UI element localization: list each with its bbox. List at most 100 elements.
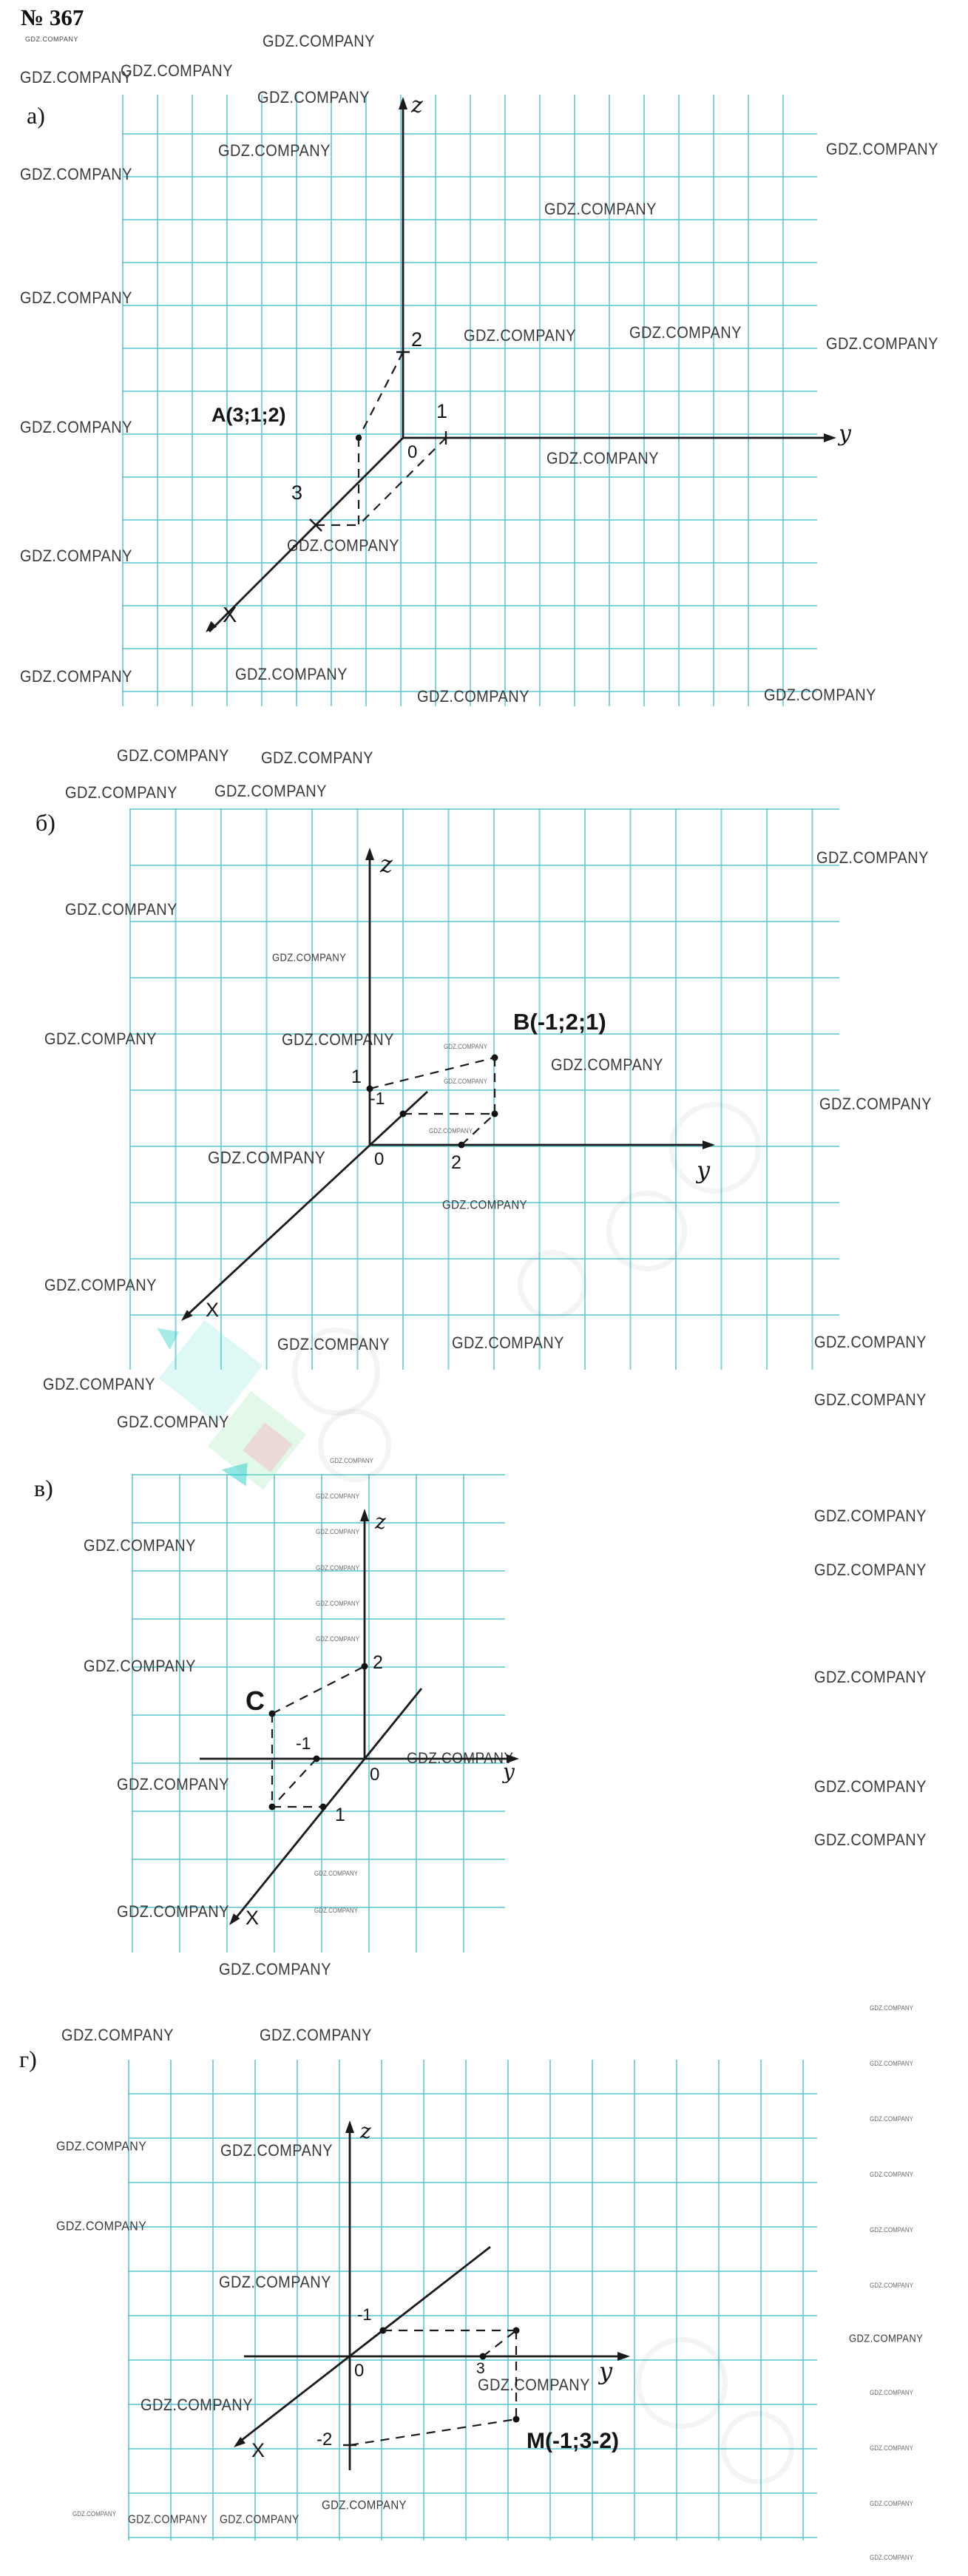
grid-a-stub <box>122 95 817 133</box>
z-axis <box>399 97 407 438</box>
gdz-watermark: GDZ.COMPANY <box>25 36 78 43</box>
gdz-watermark: GDZ.COMPANY <box>849 2332 924 2345</box>
decorative-shape <box>207 1390 307 1490</box>
gdz-watermark: GDZ.COMPANY <box>330 1457 373 1465</box>
decorative-shape <box>221 1462 254 1492</box>
gdz-watermark: GDZ.COMPANY <box>814 1831 927 1850</box>
origin-label: 0 <box>354 2361 365 2381</box>
gdz-watermark: GDZ.COMPANY <box>452 1334 564 1353</box>
point-C-label: C <box>246 1686 265 1716</box>
y-tick-label: 2 <box>451 1152 461 1173</box>
gdz-watermark: GDZ.COMPANY <box>870 2282 913 2290</box>
gdz-watermark: GDZ.COMPANY <box>464 327 576 345</box>
point-A-label: A(3;1;2) <box>211 404 286 426</box>
problem-number: № 367 <box>21 4 84 30</box>
decorative-shape <box>243 1422 293 1473</box>
gdz-watermark: GDZ.COMPANY <box>20 419 132 437</box>
gdz-watermark: GDZ.COMPANY <box>826 141 938 159</box>
gdz-watermark: GDZ.COMPANY <box>257 89 370 107</box>
gdz-watermark: GDZ.COMPANY <box>814 1391 927 1410</box>
gdz-watermark: GDZ.COMPANY <box>870 2115 913 2123</box>
gdz-watermark: GDZ.COMPANY <box>870 2226 913 2234</box>
gdz-watermark: GDZ.COMPANY <box>20 668 132 686</box>
gdz-watermark: GDZ.COMPANY <box>870 2060 913 2068</box>
panel-v-label: в) <box>34 1475 53 1501</box>
decorative-ring <box>606 1191 687 1271</box>
gdz-watermark: GDZ.COMPANY <box>287 537 399 555</box>
gdz-watermark: GDZ.COMPANY <box>814 1778 927 1796</box>
gdz-watermark: GDZ.COMPANY <box>141 2396 253 2415</box>
y-axis <box>244 2352 630 2361</box>
panel-b-label: б) <box>35 809 55 836</box>
x-axis <box>229 1688 423 1925</box>
x-tick-label: 1 <box>335 1805 345 1825</box>
gdz-watermark: GDZ.COMPANY <box>208 1149 326 1168</box>
gdz-watermark: GDZ.COMPANY <box>214 782 327 801</box>
gdz-watermark: GDZ.COMPANY <box>478 2376 590 2395</box>
origin-label: 0 <box>374 1149 385 1169</box>
gdz-watermark: GDZ.COMPANY <box>220 2512 299 2526</box>
x-tick-label: 3 <box>291 481 303 504</box>
x-axis <box>181 1090 428 1321</box>
gdz-watermark: GDZ.COMPANY <box>260 2026 372 2045</box>
gdz-watermark: GDZ.COMPANY <box>316 1492 359 1501</box>
gdz-watermark: GDZ.COMPANY <box>61 2026 174 2045</box>
gdz-watermark: GDZ.COMPANY <box>870 2500 913 2508</box>
figure-v <box>200 1509 519 1925</box>
gdz-watermark: GDZ.COMPANY <box>870 2171 913 2179</box>
z-axis <box>360 1509 369 1759</box>
gdz-watermark: GDZ.COMPANY <box>314 1870 358 1878</box>
gdz-watermark: GDZ.COMPANY <box>20 166 132 184</box>
x-axis-label: X <box>206 1299 220 1321</box>
gdz-watermark: GDZ.COMPANY <box>814 1507 927 1526</box>
gdz-watermark: GDZ.COMPANY <box>117 1776 229 1794</box>
gdz-watermark: GDZ.COMPANY <box>316 1564 359 1572</box>
y-tick-label: -1 <box>296 1734 311 1753</box>
gdz-watermark: GDZ.COMPANY <box>629 324 742 342</box>
gdz-watermark: GDZ.COMPANY <box>261 749 373 768</box>
y-axis-label: y <box>839 421 851 447</box>
gdz-watermark: GDZ.COMPANY <box>870 2444 913 2452</box>
decorative-ring <box>292 1328 380 1416</box>
y-axis-label: y <box>697 1156 711 1184</box>
gdz-watermark: GDZ.COMPANY <box>444 1078 487 1086</box>
gdz-watermark: GDZ.COMPANY <box>44 1277 157 1295</box>
gdz-watermark: GDZ.COMPANY <box>314 1907 358 1915</box>
y-tick-label: 1 <box>436 400 448 422</box>
figure-a <box>206 97 836 632</box>
point-M-label: M(-1;3-2) <box>527 2429 619 2453</box>
point-C <box>268 1710 276 1717</box>
point-A <box>355 434 362 442</box>
point-B <box>491 1054 498 1061</box>
gdz-watermark: GDZ.COMPANY <box>816 849 929 868</box>
decorative-ring <box>318 1409 391 1482</box>
gdz-watermark: GDZ.COMPANY <box>819 1095 932 1114</box>
gdz-watermark: GDZ.COMPANY <box>20 289 132 308</box>
point-B-label: B(-1;2;1) <box>513 1009 606 1035</box>
x-tick-label: -1 <box>370 1089 385 1108</box>
decorative-ring <box>669 1102 761 1194</box>
gdz-watermark: GDZ.COMPANY <box>282 1031 394 1049</box>
y-axis <box>200 1754 519 1763</box>
gdz-watermark: GDZ.COMPANY <box>316 1635 359 1643</box>
gdz-watermark: GDZ.COMPANY <box>814 1561 927 1580</box>
construction-dashes <box>349 2329 518 2447</box>
z-axis-label: z <box>360 2119 371 2143</box>
gdz-watermark: GDZ.COMPANY <box>407 1750 514 1768</box>
decorative-ring <box>518 1250 587 1319</box>
gdz-watermark: GDZ.COMPANY <box>219 2274 331 2292</box>
decorative-ring <box>636 2337 728 2429</box>
gdz-watermark: GDZ.COMPANY <box>263 33 375 51</box>
gdz-watermark: GDZ.COMPANY <box>442 1198 527 1213</box>
gdz-watermark: GDZ.COMPANY <box>117 747 229 765</box>
gdz-watermark: GDZ.COMPANY <box>429 1127 473 1135</box>
grid-g <box>128 2093 817 2540</box>
construction-dashes <box>271 1666 365 1808</box>
grid-v <box>132 1474 505 1953</box>
z-axis <box>345 2120 354 2470</box>
x-axis-label: X <box>246 1907 260 1929</box>
gdz-watermark: GDZ.COMPANY <box>870 2389 913 2397</box>
